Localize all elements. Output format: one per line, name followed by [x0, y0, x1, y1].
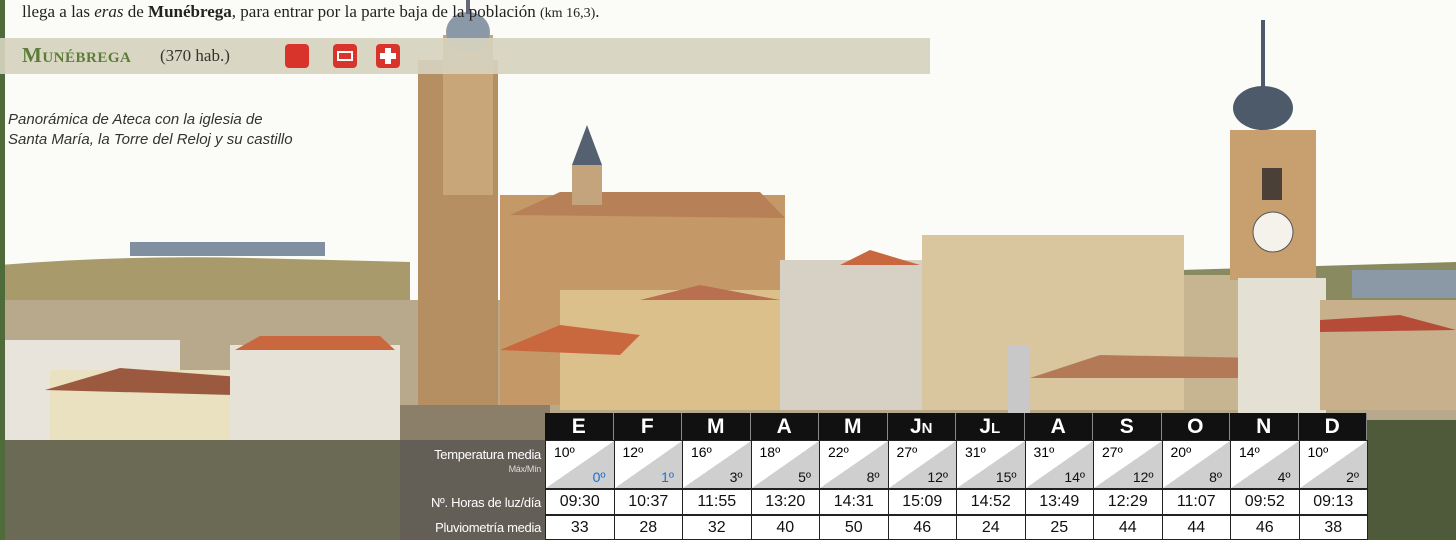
daylight-cell: 14:52 [956, 489, 1026, 515]
photo-caption: Panorámica de Ateca con la iglesia de Sa… [8, 110, 293, 150]
temp-max: 10º [554, 444, 575, 460]
daylight-cell: 15:09 [888, 489, 958, 515]
text: (km 16,3) [540, 6, 595, 21]
daylight-cell: 14:31 [819, 489, 889, 515]
population: (370 hab.) [160, 46, 230, 66]
icon-medical [376, 44, 400, 68]
temp-min: 8º [1209, 469, 1222, 485]
temperature-cell: 18º 5º [751, 440, 821, 489]
month-header: Jl [956, 413, 1025, 440]
rainfall-cell: 50 [819, 515, 889, 540]
temp-min: 2º [1346, 469, 1359, 485]
section-title: Munébrega [22, 43, 131, 68]
temperature-cell: 10º 2º [1299, 440, 1369, 489]
row-label: Nº. Horas de luz/día [400, 495, 545, 510]
daylight-cell: 13:49 [1025, 489, 1095, 515]
temp-min: 0º [593, 469, 606, 485]
daylight-cell: 11:07 [1162, 489, 1232, 515]
month-header: E [545, 413, 614, 440]
rainfall-cell: 44 [1093, 515, 1163, 540]
temp-max: 18º [760, 444, 781, 460]
row-label: Temperatura media [400, 447, 545, 462]
temp-max: 31º [1034, 444, 1055, 460]
intro-text: llega a las eras de Munébrega, para entr… [22, 0, 599, 26]
temperature-cell: 27º 12º [888, 440, 958, 489]
temp-min: 4º [1278, 469, 1291, 485]
rainfall-cell: 25 [1025, 515, 1095, 540]
temperature-cell: 14º 4º [1230, 440, 1300, 489]
temperature-cell: 20º 8º [1162, 440, 1232, 489]
temp-min: 1º [661, 469, 674, 485]
text: de [124, 2, 149, 21]
rainfall-cell: 46 [888, 515, 958, 540]
temp-max: 14º [1239, 444, 1260, 460]
month-header: M [682, 413, 751, 440]
daylight-cell: 13:20 [751, 489, 821, 515]
month-header: M [819, 413, 888, 440]
temp-max: 20º [1171, 444, 1192, 460]
row-label: Pluviometría media [400, 520, 545, 535]
temp-max: 10º [1308, 444, 1329, 460]
temp-min: 8º [867, 469, 880, 485]
temperature-cell: 27º 12º [1093, 440, 1163, 489]
month-header: N [1230, 413, 1299, 440]
month-header: S [1093, 413, 1162, 440]
margin-bar [0, 0, 5, 540]
temp-min: 5º [798, 469, 811, 485]
daylight-cell: 09:52 [1230, 489, 1300, 515]
daylight-cell: 09:30 [545, 489, 615, 515]
temperature-cell: 10º 0º [545, 440, 615, 489]
caption-line: Santa María, la Torre del Reloj y su cas… [8, 130, 293, 150]
temp-max: 22º [828, 444, 849, 460]
month-header: A [1025, 413, 1094, 440]
caption-line: Panorámica de Ateca con la iglesia de [8, 110, 293, 130]
temp-min: 12º [927, 469, 948, 485]
temperature-cell: 31º 15º [956, 440, 1026, 489]
rainfall-cell: 46 [1230, 515, 1300, 540]
rainfall-cell: 40 [751, 515, 821, 540]
daylight-cell: 11:55 [682, 489, 752, 515]
row-label-sub: Máx/Mín [400, 464, 545, 474]
rainfall-cell: 33 [545, 515, 615, 540]
month-header: D [1299, 413, 1368, 440]
temperature-cell: 12º 1º [614, 440, 684, 489]
month-header: O [1162, 413, 1231, 440]
daylight-cell: 12:29 [1093, 489, 1163, 515]
temp-max: 12º [623, 444, 644, 460]
temperature-cell: 31º 14º [1025, 440, 1095, 489]
text: , para entrar por la parte baja de la po… [232, 2, 540, 21]
temp-max: 27º [1102, 444, 1123, 460]
rainfall-cell: 38 [1299, 515, 1369, 540]
temperature-cell: 16º 3º [682, 440, 752, 489]
temp-max: 16º [691, 444, 712, 460]
rainfall-cell: 24 [956, 515, 1026, 540]
temp-min: 14º [1064, 469, 1085, 485]
rainfall-cell: 28 [614, 515, 684, 540]
text: Munébrega [148, 2, 232, 21]
temp-max: 31º [965, 444, 986, 460]
icon-restaurant [285, 44, 309, 68]
page: {"intro": {"parts": ["llega a las ", "er… [0, 0, 1456, 540]
temp-min: 3º [730, 469, 743, 485]
section-bar: Munébrega (370 hab.) [0, 38, 930, 74]
icon-lodging [333, 44, 357, 68]
rainfall-cell: 32 [682, 515, 752, 540]
text: . [595, 2, 599, 21]
month-header: A [751, 413, 820, 440]
temp-max: 27º [897, 444, 918, 460]
text: llega a las [22, 2, 94, 21]
temp-min: 15º [996, 469, 1017, 485]
daylight-cell: 09:13 [1299, 489, 1369, 515]
text: eras [94, 2, 123, 21]
daylight-cell: 10:37 [614, 489, 684, 515]
rainfall-cell: 44 [1162, 515, 1232, 540]
temp-min: 12º [1133, 469, 1154, 485]
month-header: F [614, 413, 683, 440]
month-header: Jn [888, 413, 957, 440]
temperature-cell: 22º 8º [819, 440, 889, 489]
